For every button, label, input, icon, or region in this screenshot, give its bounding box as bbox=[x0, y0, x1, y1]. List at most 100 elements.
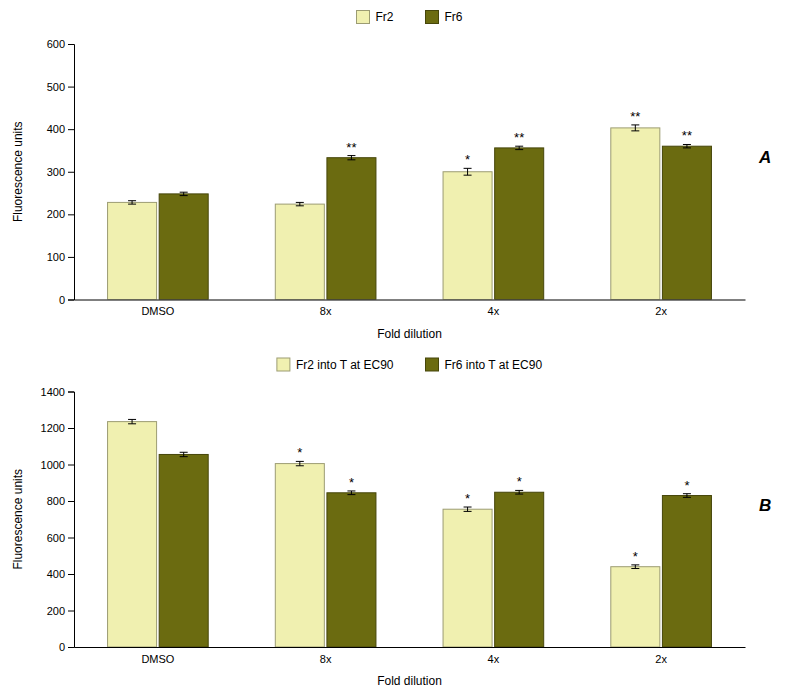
tick-label: 0 bbox=[59, 294, 65, 306]
bar bbox=[611, 567, 660, 647]
tick: 400 bbox=[47, 568, 74, 580]
tick-label: 2x bbox=[655, 305, 667, 317]
tick: 2x bbox=[655, 647, 667, 665]
bar bbox=[159, 194, 208, 300]
legend: Fr2 into T at EC90 Fr6 into T at EC90 bbox=[277, 358, 543, 372]
tick-mark bbox=[68, 574, 74, 575]
tick: 200 bbox=[47, 605, 74, 617]
annotation: ** bbox=[346, 140, 356, 155]
bar bbox=[108, 422, 157, 647]
bar bbox=[108, 202, 157, 299]
annotation: * bbox=[349, 475, 354, 490]
legend-label: Fr6 into T at EC90 bbox=[445, 358, 543, 372]
tick-mark bbox=[68, 129, 74, 130]
tick-mark bbox=[68, 257, 74, 258]
annotations: ********* bbox=[346, 109, 692, 167]
panel-label: B bbox=[759, 496, 771, 515]
tick: 500 bbox=[47, 81, 74, 93]
annotations: ****** bbox=[297, 445, 689, 563]
bar bbox=[495, 492, 544, 647]
x-axis: DMSO8x4x2x bbox=[75, 300, 746, 318]
tick: 1000 bbox=[41, 459, 74, 471]
error-bar bbox=[180, 192, 188, 195]
axis-line bbox=[68, 392, 75, 648]
bar bbox=[275, 204, 324, 299]
x-axis-title: Fold dilution bbox=[377, 327, 442, 341]
tick: DMSO bbox=[141, 647, 174, 665]
plot: ****** 0 200 400 600 800 1000 1200 1400 DMSO 8x 4x 2… bbox=[11, 358, 771, 688]
tick-mark bbox=[68, 44, 74, 45]
legend-swatch bbox=[426, 11, 439, 24]
tick-label: DMSO bbox=[141, 653, 174, 665]
tick-label: 8x bbox=[320, 305, 332, 317]
tick-label: 4x bbox=[488, 305, 500, 317]
bars bbox=[108, 419, 712, 647]
annotation: ** bbox=[630, 109, 640, 124]
annotation: * bbox=[465, 152, 470, 167]
tick-mark bbox=[68, 501, 74, 502]
error-bar bbox=[296, 461, 304, 465]
tick: 600 bbox=[47, 38, 74, 50]
tick: 8x bbox=[320, 647, 332, 665]
tick-mark bbox=[68, 172, 74, 173]
tick-mark bbox=[68, 647, 74, 648]
tick: 2x bbox=[655, 300, 667, 318]
y-axis-title: Fluorescence units bbox=[11, 469, 25, 570]
tick: 1400 bbox=[41, 386, 74, 398]
bar bbox=[275, 464, 324, 647]
error-bar bbox=[515, 490, 523, 494]
panel: ****** 0 200 400 600 800 1000 1200 1400 DMSO 8x 4x 2… bbox=[11, 358, 771, 688]
axis-line bbox=[68, 45, 75, 301]
bar bbox=[443, 509, 492, 647]
tick-mark bbox=[68, 465, 74, 466]
tick-mark bbox=[68, 214, 74, 215]
legend-label: Fr6 bbox=[445, 10, 463, 24]
tick: 400 bbox=[47, 123, 74, 135]
bar bbox=[327, 158, 376, 300]
x-axis: DMSO 8x 4x 2x bbox=[75, 647, 746, 665]
panel: *********0100200300400500600DMSO8x4x2xFo… bbox=[11, 10, 771, 340]
legend-swatch bbox=[426, 358, 439, 371]
legend-item: Fr6 bbox=[426, 10, 463, 24]
tick: 8x bbox=[320, 300, 332, 318]
tick-mark bbox=[68, 87, 74, 88]
chart: *********0100200300400500600DMSO8x4x2xFo… bbox=[0, 0, 797, 695]
bar bbox=[327, 493, 376, 647]
error-bar bbox=[180, 452, 188, 456]
tick-label: 600 bbox=[47, 38, 65, 50]
tick: 4x bbox=[488, 647, 500, 665]
bar bbox=[159, 454, 208, 647]
tick-label: 100 bbox=[47, 251, 65, 263]
error-bar bbox=[128, 201, 136, 204]
tick-label: 800 bbox=[47, 495, 65, 507]
tick-label: 2x bbox=[655, 653, 667, 665]
x-axis-title: Fold dilution bbox=[377, 674, 442, 688]
tick: 800 bbox=[47, 495, 74, 507]
tick-label: 4x bbox=[488, 653, 500, 665]
tick-label: 300 bbox=[47, 166, 65, 178]
tick: 0 bbox=[59, 294, 74, 306]
error-bar bbox=[464, 507, 472, 511]
error-bar bbox=[631, 565, 639, 569]
y-axis-title: Fluorescence units bbox=[11, 121, 25, 222]
tick: 0 bbox=[59, 641, 74, 653]
annotation: ** bbox=[514, 130, 524, 145]
tick-mark bbox=[68, 611, 74, 612]
bar bbox=[662, 146, 711, 299]
error-bar bbox=[347, 491, 355, 495]
legend: Fr2 Fr6 bbox=[357, 10, 463, 24]
error-bar bbox=[683, 144, 691, 147]
tick-mark bbox=[68, 428, 74, 429]
tick-label: 1000 bbox=[41, 459, 65, 471]
tick-mark bbox=[68, 538, 74, 539]
legend-item: Fr2 into T at EC90 bbox=[277, 358, 394, 372]
tick-label: 1400 bbox=[41, 386, 65, 398]
tick-label: 600 bbox=[47, 532, 65, 544]
axis-line bbox=[75, 647, 746, 648]
tick-mark bbox=[68, 392, 74, 393]
tick-label: 400 bbox=[47, 568, 65, 580]
panel-label: A bbox=[758, 148, 771, 167]
legend-label: Fr2 into T at EC90 bbox=[296, 358, 394, 372]
tick: 1200 bbox=[41, 422, 74, 434]
legend-item: Fr2 bbox=[357, 10, 394, 24]
